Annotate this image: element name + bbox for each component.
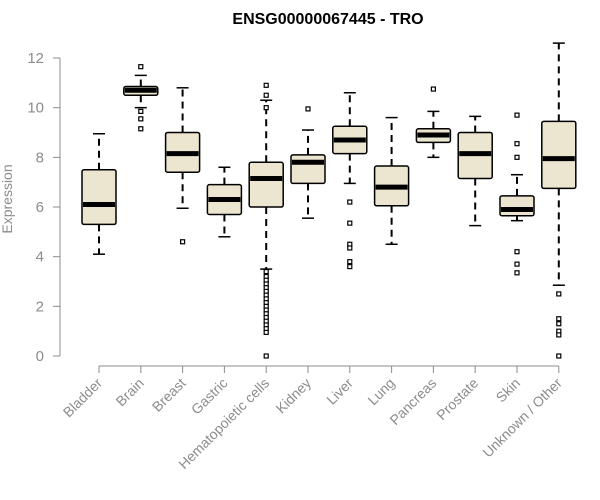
box-gastric	[206, 166, 243, 238]
box-breast	[164, 87, 201, 245]
outlier-point	[556, 332, 562, 338]
y-tick-label: 6	[36, 199, 44, 216]
outlier-point	[514, 112, 520, 118]
y-axis: 0 2 4 6 8 10 12	[27, 50, 61, 365]
outlier-point	[347, 199, 353, 205]
box-body	[541, 120, 577, 190]
box-skin	[499, 112, 535, 276]
x-tick-label: Lung	[364, 375, 397, 408]
outlier-point	[430, 86, 436, 92]
outlier-point	[556, 353, 562, 359]
box-body	[499, 195, 535, 217]
x-tick-label: Prostate	[433, 375, 481, 423]
outlier-point	[138, 126, 144, 132]
box-prostate	[457, 115, 493, 227]
x-tick-label: Unknown / Other	[479, 375, 565, 461]
outlier-point	[138, 108, 144, 114]
y-tick-label: 12	[27, 50, 44, 67]
x-tick-label: Skin	[493, 375, 524, 406]
y-tick-label: 10	[27, 100, 44, 117]
outlier-point	[138, 64, 144, 70]
box-brain	[123, 64, 159, 132]
y-tick-label: 2	[36, 298, 44, 315]
outlier-point	[263, 268, 269, 275]
y-tick-label: 8	[36, 149, 44, 166]
outlier-point	[263, 82, 269, 88]
box-liver	[332, 92, 368, 270]
outlier-point	[347, 259, 353, 265]
x-tick-label: Kidney	[273, 375, 315, 417]
outlier-point	[514, 261, 520, 267]
box-body	[81, 169, 117, 226]
outlier-point	[347, 220, 353, 226]
outlier-point	[263, 105, 269, 111]
outlier-point	[263, 329, 269, 336]
box-pancreas	[415, 86, 452, 159]
box-hematopoietic-cells	[248, 82, 284, 359]
box-body	[248, 161, 284, 208]
outlier-point	[556, 316, 562, 322]
box-lung	[373, 116, 410, 245]
box-kidney	[290, 106, 326, 219]
x-tick-label: Liver	[323, 375, 356, 408]
outlier-point	[263, 92, 269, 98]
x-tick-label: Brain	[112, 375, 146, 409]
box-unknown-other	[541, 42, 577, 359]
outlier-point	[180, 239, 186, 245]
x-tick-label: Bladder	[60, 375, 106, 421]
chart-title: ENSG00000067445 - TRO	[232, 11, 423, 28]
box-series	[81, 42, 577, 359]
outlier-point	[138, 116, 144, 122]
box-body	[290, 154, 326, 185]
outlier-point	[305, 106, 311, 112]
outlier-point	[347, 245, 353, 251]
y-tick-label: 4	[36, 249, 44, 266]
y-tick-label: 0	[36, 348, 44, 365]
x-tick-label: Breast	[149, 375, 189, 415]
outlier-point	[347, 264, 353, 270]
outlier-point	[514, 154, 520, 160]
outlier-point	[263, 353, 269, 359]
y-axis-label: Expression	[0, 164, 15, 233]
outlier-point	[556, 291, 562, 297]
outlier-point	[514, 249, 520, 255]
outlier-point	[514, 270, 520, 276]
box-bladder	[81, 132, 117, 255]
outlier-point	[556, 321, 562, 327]
outlier-point	[514, 141, 520, 147]
